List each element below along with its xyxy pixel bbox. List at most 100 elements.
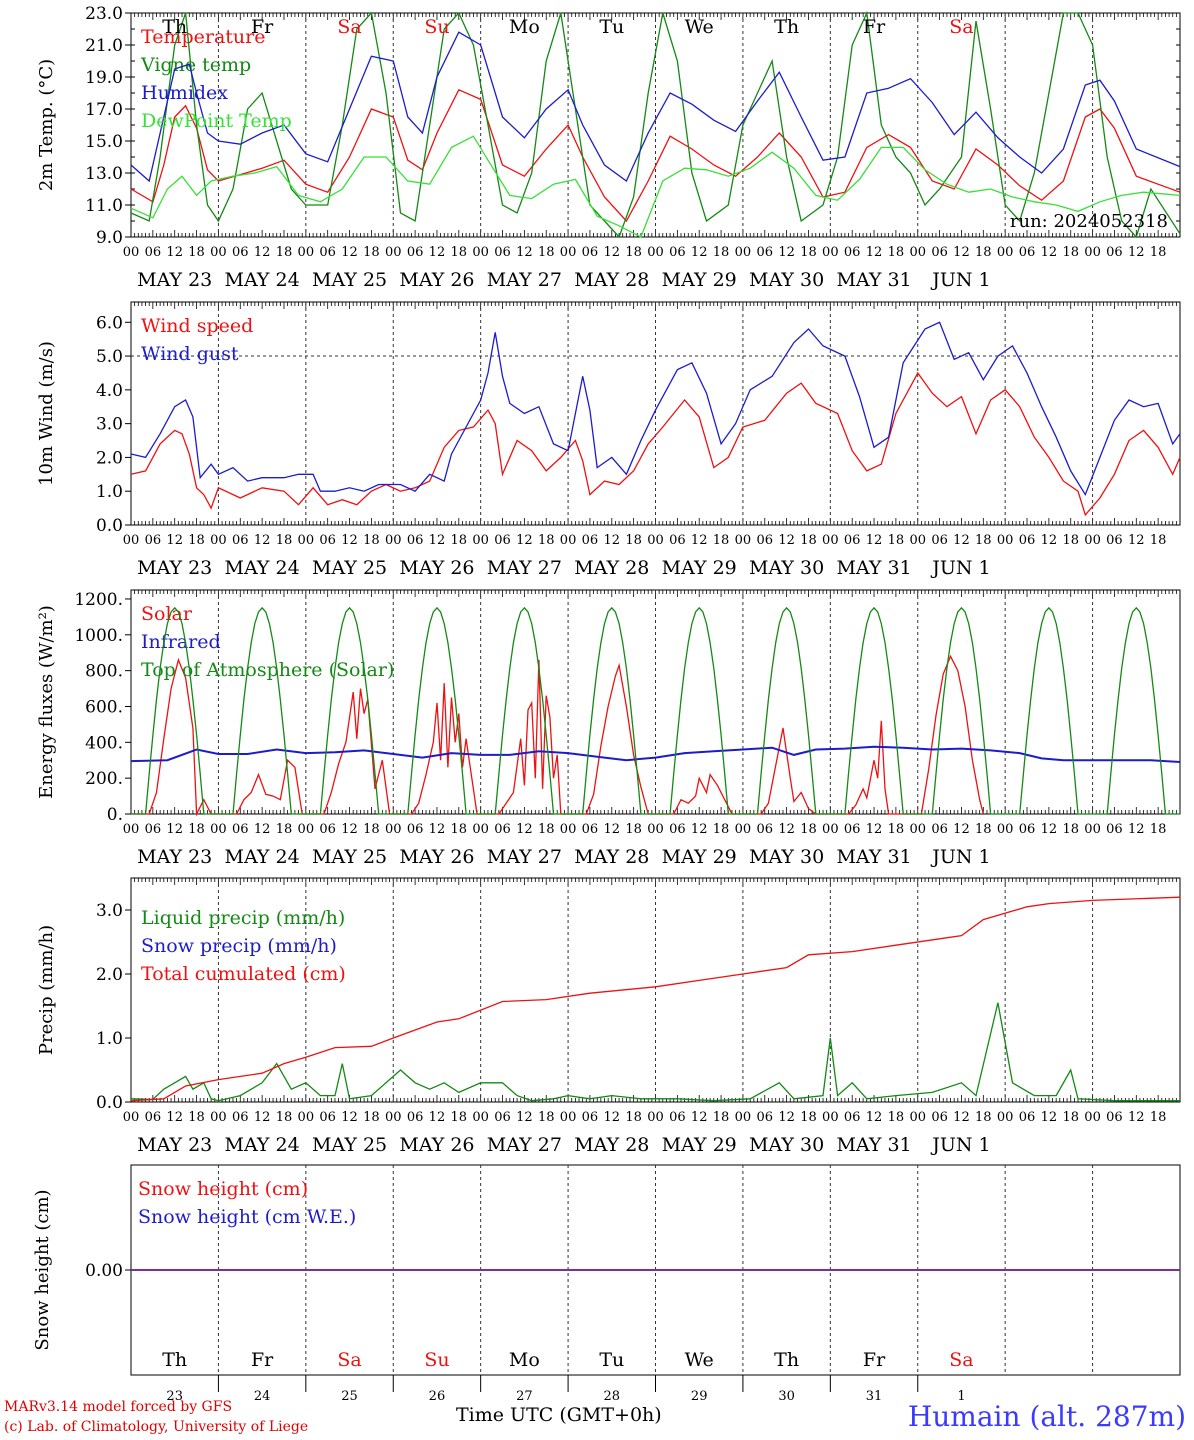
hour-tick-label: 06 — [145, 245, 162, 260]
weekday-label-top: Mo — [509, 16, 540, 38]
hour-tick-label: 18 — [800, 1110, 817, 1125]
hour-tick-label: 06 — [756, 1110, 773, 1125]
date-label: MAY 31 — [836, 557, 911, 579]
date-label: JUN 1 — [930, 846, 990, 868]
hour-tick-label: 12 — [1041, 822, 1058, 837]
hour-tick-label: 00 — [997, 533, 1014, 548]
hour-tick-label: 00 — [909, 245, 926, 260]
hour-tick-label: 18 — [888, 1110, 905, 1125]
y-tick-label: 2.0 — [96, 965, 123, 985]
date-label: MAY 24 — [225, 846, 300, 868]
hour-tick-label: 18 — [1062, 822, 1079, 837]
hour-tick-label: 00 — [385, 822, 402, 837]
hour-tick-label: 06 — [494, 1110, 511, 1125]
y-axis-label: 2m Temp. (°C) — [36, 59, 57, 191]
legend-entry: Liquid precip (mm/h) — [141, 907, 345, 929]
weekday-label-bottom: Th — [162, 1349, 187, 1371]
hour-tick-label: 12 — [1128, 245, 1145, 260]
hour-tick-label: 18 — [1150, 533, 1167, 548]
date-label: JUN 1 — [930, 557, 990, 579]
date-label: MAY 25 — [312, 846, 387, 868]
legend-entry: Top of Atmosphere (Solar) — [141, 659, 394, 681]
hour-tick-label: 00 — [560, 533, 577, 548]
hour-tick-label: 12 — [429, 822, 446, 837]
y-tick-label: 5.0 — [96, 347, 123, 367]
hour-tick-label: 18 — [800, 822, 817, 837]
y-tick-label: 23.0 — [85, 4, 123, 24]
hour-tick-label: 00 — [909, 1110, 926, 1125]
hour-tick-label: 06 — [232, 1110, 249, 1125]
date-label: MAY 24 — [225, 557, 300, 579]
hour-tick-label: 18 — [276, 1110, 293, 1125]
y-tick-label: 3.0 — [96, 415, 123, 435]
run-annotation: run: 2024052318 — [1010, 211, 1168, 232]
legend-entry: Solar — [141, 603, 193, 625]
date-label: JUN 1 — [930, 1134, 990, 1156]
y-tick-label: 0.0 — [96, 1093, 123, 1113]
hour-tick-label: 00 — [647, 822, 664, 837]
y-tick-label: 1200. — [74, 590, 123, 610]
day-number: 29 — [691, 1389, 708, 1404]
y-axis-label: Precip (mm/h) — [36, 925, 57, 1055]
hour-tick-label: 00 — [822, 533, 839, 548]
date-label: MAY 28 — [574, 557, 649, 579]
hour-tick-label: 18 — [276, 245, 293, 260]
date-label: MAY 24 — [225, 1134, 300, 1156]
day-number: 31 — [866, 1389, 883, 1404]
hour-tick-label: 00 — [647, 245, 664, 260]
series-line-wind-gust — [130, 321, 1181, 497]
hour-tick-label: 06 — [756, 533, 773, 548]
legend-entry: DewPoint Temp — [141, 110, 292, 132]
credit-model: MARv3.14 model forced by GFS — [4, 1399, 233, 1415]
hour-tick-label: 18 — [1062, 1110, 1079, 1125]
hour-tick-label: 18 — [363, 822, 380, 837]
hour-tick-label: 18 — [975, 822, 992, 837]
date-label: MAY 28 — [574, 269, 649, 291]
y-tick-label: 2.0 — [96, 448, 123, 468]
hour-tick-label: 12 — [429, 533, 446, 548]
hour-tick-label: 06 — [494, 245, 511, 260]
hour-tick-label: 06 — [494, 822, 511, 837]
weekday-label-top: Su — [424, 16, 449, 38]
legend-entry: Infrared — [141, 631, 221, 653]
date-label: MAY 26 — [399, 557, 474, 579]
hour-tick-label: 18 — [713, 533, 730, 548]
hour-tick-label: 00 — [123, 533, 140, 548]
y-tick-label: 400. — [85, 733, 123, 753]
series-line-vigne-temp — [130, 10, 1181, 239]
hour-tick-label: 12 — [778, 245, 795, 260]
date-label: MAY 29 — [662, 557, 737, 579]
hour-tick-label: 18 — [451, 822, 468, 837]
hour-tick-label: 18 — [451, 1110, 468, 1125]
hour-tick-label: 12 — [1041, 245, 1058, 260]
hour-tick-label: 06 — [669, 533, 686, 548]
hour-tick-label: 06 — [669, 822, 686, 837]
y-axis-label: Snow height (cm) — [32, 1189, 53, 1350]
hour-tick-label: 12 — [604, 822, 621, 837]
hour-tick-label: 18 — [451, 533, 468, 548]
weekday-label-bottom: Tu — [599, 1349, 624, 1371]
legend-entry: Humidex — [141, 82, 228, 104]
hour-tick-label: 06 — [1106, 245, 1123, 260]
hour-tick-label: 18 — [888, 533, 905, 548]
series-line-infrared — [130, 745, 1181, 763]
day-number: 23 — [166, 1389, 183, 1404]
hour-tick-label: 12 — [429, 245, 446, 260]
day-number: 24 — [254, 1389, 271, 1404]
hour-tick-label: 18 — [538, 533, 555, 548]
y-tick-label: 0.00 — [85, 1261, 123, 1281]
weekday-label-top: Th — [774, 16, 799, 38]
y-axis-label: Energy fluxes (W/m²) — [36, 605, 57, 799]
hour-tick-label: 00 — [735, 245, 752, 260]
hour-tick-label: 00 — [822, 1110, 839, 1125]
hour-tick-label: 06 — [1106, 533, 1123, 548]
hour-tick-label: 00 — [1084, 1110, 1101, 1125]
day-number: 26 — [429, 1389, 446, 1404]
date-label: MAY 25 — [312, 1134, 387, 1156]
hour-tick-label: 12 — [778, 1110, 795, 1125]
hour-tick-label: 18 — [1150, 245, 1167, 260]
hour-tick-label: 00 — [472, 1110, 489, 1125]
hour-tick-label: 06 — [931, 533, 948, 548]
date-label: MAY 27 — [487, 557, 562, 579]
